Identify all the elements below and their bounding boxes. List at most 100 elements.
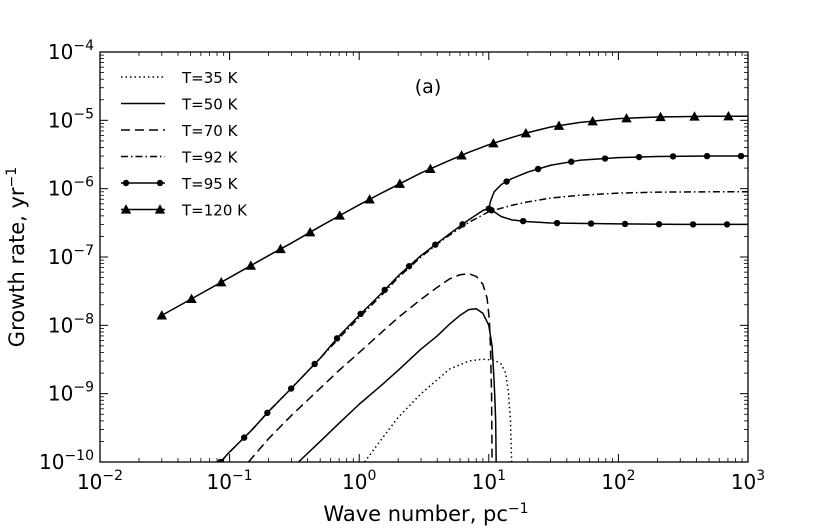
x-tick-label: 10−2 [77, 468, 123, 494]
series-marker [689, 221, 697, 228]
y-axis-title: Growth rate, yr−1 [4, 167, 29, 347]
series-marker [703, 152, 711, 160]
series-line [488, 155, 748, 209]
y-tick-label: 10−10 [39, 448, 94, 474]
x-tick-base: 10 [77, 470, 102, 494]
series-line [161, 115, 748, 317]
series-marker [723, 221, 731, 228]
y-tick-label: 10−8 [48, 311, 94, 337]
y-tick-label: 10−4 [48, 38, 94, 64]
series-marker [534, 165, 542, 173]
x-tick-base: 10 [472, 470, 497, 494]
series-marker [304, 227, 316, 237]
y-tick-base: 10 [48, 177, 73, 201]
axis-ticks: 10−2 10−1 100 101 102 10310−1010−910−810−710−… [39, 38, 765, 494]
legend-label: T=70 K [181, 122, 239, 140]
y-tick-exponent: −7 [73, 243, 94, 259]
series-marker [587, 115, 598, 126]
series-marker [723, 110, 734, 121]
series-marker [655, 111, 666, 122]
series-layer [156, 110, 748, 462]
series-5 [156, 110, 748, 320]
series-marker [621, 220, 629, 228]
series-marker [334, 210, 345, 220]
series-marker [488, 138, 499, 148]
y-tick-exponent: −4 [73, 38, 94, 54]
legend-label: T=95 K [181, 175, 239, 193]
series-marker [737, 152, 745, 160]
y-tick-exponent: −9 [73, 380, 94, 396]
series-marker [217, 458, 224, 462]
series-marker [381, 286, 388, 294]
y-tick-label: 10−6 [48, 175, 94, 201]
x-axis-title-exponent: −1 [508, 501, 529, 517]
x-tick-exponent: 3 [756, 468, 765, 484]
series-marker [364, 194, 375, 204]
series-marker [275, 243, 286, 254]
series-marker [333, 335, 341, 342]
legend: T=35 K T=50 K T=70 K T=92 K T=95 K T=120 K [120, 69, 248, 220]
series-marker [587, 220, 595, 227]
x-tick-label: 102 [601, 468, 635, 494]
x-tick-exponent: 2 [627, 468, 636, 484]
y-tick-exponent: −8 [73, 311, 94, 327]
x-tick-exponent: 1 [497, 468, 506, 484]
series-0 [363, 358, 513, 462]
series-1 [297, 307, 497, 462]
series-marker [601, 155, 609, 162]
legend-marker [120, 204, 132, 214]
series-marker [553, 219, 561, 227]
series-marker [245, 260, 257, 270]
series-marker [459, 221, 466, 228]
x-tick-label: 100 [342, 468, 376, 494]
y-tick-label: 10−5 [48, 106, 94, 132]
legend-label: T=120 K [181, 202, 248, 220]
series-marker [216, 277, 227, 287]
series-marker [669, 153, 677, 160]
series-marker [655, 221, 663, 228]
y-tick-exponent: −6 [73, 175, 94, 191]
x-tick-label: 103 [731, 468, 765, 494]
x-tick-base: 10 [601, 470, 626, 494]
panel-label: (a) [415, 76, 441, 98]
series-4 [217, 152, 748, 462]
series-line [219, 207, 748, 462]
x-tick-label: 101 [472, 468, 506, 494]
y-tick-base: 10 [48, 313, 73, 337]
series-marker [456, 150, 467, 160]
series-marker [156, 310, 168, 320]
series-marker [432, 241, 439, 248]
series-marker [568, 158, 575, 165]
series-marker [357, 310, 364, 318]
y-axis-title-exponent: −1 [4, 167, 20, 188]
legend-marker [122, 179, 130, 187]
y-tick-base: 10 [48, 382, 73, 406]
series-marker [186, 293, 197, 303]
series-marker [553, 120, 565, 130]
series-marker [520, 128, 532, 138]
x-tick-exponent: −2 [102, 468, 123, 484]
series-marker [485, 205, 492, 212]
series-marker [240, 434, 248, 441]
legend-label: T=35 K [181, 69, 239, 87]
y-tick-exponent: −10 [64, 448, 94, 464]
series-marker [519, 217, 527, 225]
legend-marker [156, 179, 164, 187]
y-tick-exponent: −5 [73, 106, 94, 122]
series-line [247, 272, 493, 462]
x-axis-title-main: Wave number, pc [323, 502, 508, 526]
series-line [297, 307, 497, 462]
plot-frame [99, 51, 749, 463]
x-tick-exponent: −1 [232, 468, 253, 484]
series-marker [394, 178, 406, 188]
legend-label: T=92 K [181, 149, 239, 167]
series-marker [405, 263, 413, 270]
series-marker [689, 111, 700, 121]
x-tick-base: 10 [207, 470, 232, 494]
y-tick-base: 10 [48, 108, 73, 132]
y-tick-base: 10 [48, 245, 73, 269]
series-marker [287, 385, 295, 392]
y-tick-label: 10−7 [48, 243, 94, 269]
series-marker [503, 178, 510, 185]
